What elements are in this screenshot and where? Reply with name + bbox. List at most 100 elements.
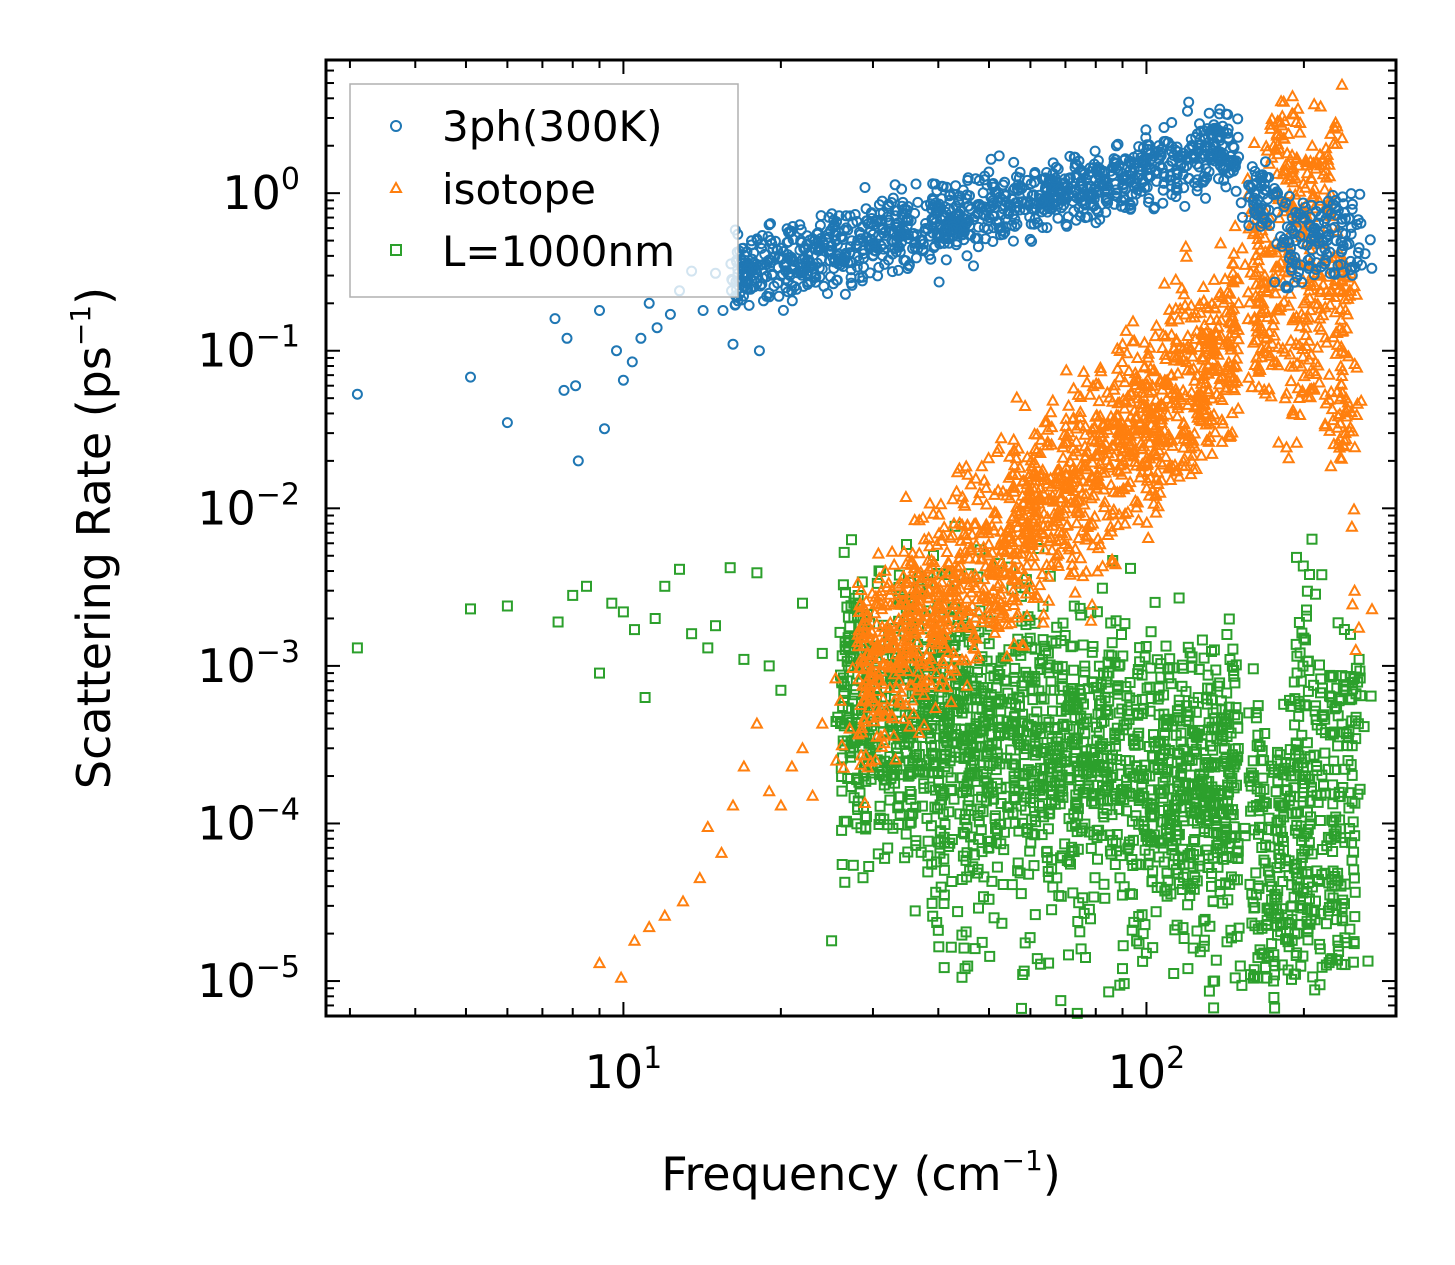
square-point: [1070, 797, 1082, 809]
square-point: [977, 806, 989, 818]
triangle-point: [933, 679, 947, 692]
square-point: [1156, 834, 1168, 846]
square-point: [1301, 610, 1312, 622]
square-point: [1216, 729, 1228, 741]
square-point: [1151, 654, 1163, 666]
square-point: [1018, 788, 1030, 800]
triangle-point: [1049, 548, 1064, 561]
triangle-point: [1164, 472, 1178, 485]
square-point: [1203, 786, 1215, 798]
square-point: [871, 577, 883, 589]
square-point: [969, 692, 981, 704]
square-point: [1132, 789, 1144, 801]
triangle-point: [897, 544, 911, 557]
square-point: [1319, 787, 1331, 799]
square-point: [1275, 814, 1287, 826]
square-point: [1261, 914, 1273, 926]
triangle-point: [959, 459, 973, 472]
square-point: [1229, 677, 1241, 689]
square-point: [1346, 693, 1358, 705]
triangle-point: [1122, 363, 1136, 376]
square-point: [977, 715, 989, 727]
square-point: [1314, 938, 1326, 950]
square-point: [1098, 759, 1110, 771]
square-point: [1214, 677, 1226, 689]
triangle-point: [1185, 349, 1200, 362]
triangle-point: [1127, 403, 1141, 416]
square-point: [1127, 888, 1138, 900]
square-point: [1089, 797, 1101, 809]
square-point: [1263, 904, 1275, 916]
square-point: [1116, 889, 1128, 901]
square-point: [983, 638, 995, 650]
square-point: [842, 773, 854, 784]
square-point: [1017, 686, 1029, 698]
triangle-point: [882, 576, 896, 589]
square-point: [837, 579, 849, 591]
square-point: [1164, 653, 1176, 665]
triangle-point: [945, 605, 960, 618]
square-point: [1249, 920, 1261, 932]
square-point: [1068, 600, 1080, 612]
square-point: [938, 962, 950, 974]
square-point: [1249, 970, 1261, 982]
square-point: [1088, 676, 1099, 688]
square-point: [1037, 634, 1049, 646]
square-point: [1229, 743, 1241, 755]
square-point: [903, 755, 915, 767]
square-point: [1099, 892, 1111, 904]
square-point: [929, 801, 941, 813]
square-point: [1221, 629, 1233, 640]
square-point: [1091, 765, 1103, 777]
square-point: [1170, 834, 1182, 846]
square-point: [1199, 913, 1211, 925]
square-point: [1132, 708, 1144, 720]
square-point: [938, 898, 950, 909]
square-point: [1224, 654, 1236, 665]
square-point: [1014, 867, 1026, 879]
triangle-point: [947, 597, 961, 610]
square-point: [1028, 860, 1040, 872]
square-point: [1137, 928, 1149, 940]
triangle-point: [1028, 558, 1042, 571]
square-point: [1191, 730, 1203, 742]
triangle-point: [946, 492, 960, 505]
square-point: [1259, 857, 1271, 869]
triangle-point: [1004, 616, 1018, 629]
square-point: [1103, 986, 1115, 998]
triangle-point: [1036, 615, 1050, 628]
square-point: [1189, 871, 1201, 883]
square-point: [1097, 808, 1109, 819]
square-point: [1041, 852, 1053, 864]
triangle-point: [1137, 335, 1152, 348]
square-point: [1281, 785, 1293, 797]
square-point: [1049, 794, 1061, 806]
triangle-point: [1169, 272, 1183, 285]
square-point: [1206, 646, 1217, 657]
triangle-point: [1158, 329, 1173, 342]
data-marks: [351, 77, 1379, 1019]
square-point: [1203, 757, 1215, 769]
square-point: [921, 812, 933, 824]
square-point: [933, 941, 945, 953]
square-point: [1198, 934, 1210, 946]
triangle-point: [1110, 433, 1124, 446]
square-point: [1190, 788, 1201, 800]
square-point: [1122, 843, 1134, 855]
triangle-point: [988, 625, 1002, 638]
square-point: [1252, 952, 1264, 964]
square-point: [1315, 687, 1326, 699]
square-point: [941, 707, 953, 719]
square-point: [999, 727, 1011, 739]
square-point: [1325, 954, 1336, 966]
square-point: [1278, 698, 1290, 710]
square-point: [581, 580, 592, 592]
square-point: [1069, 712, 1081, 723]
triangle-point: [1227, 383, 1242, 396]
square-point: [1221, 687, 1233, 699]
square-point: [950, 729, 962, 740]
square-point: [958, 942, 970, 954]
square-point: [1285, 758, 1297, 770]
triangle-point: [1017, 638, 1031, 651]
square-point: [1173, 592, 1185, 604]
